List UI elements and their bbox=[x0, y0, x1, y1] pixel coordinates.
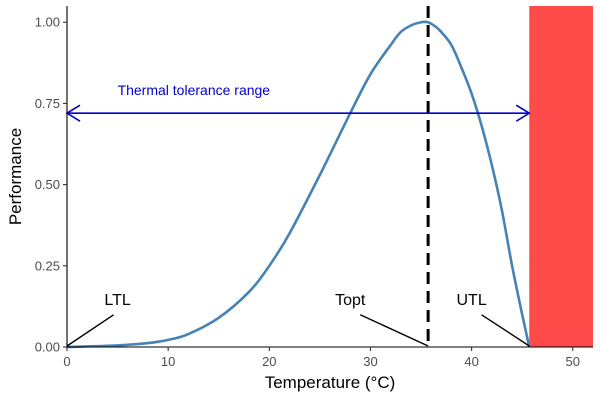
lethal-zone bbox=[529, 6, 593, 347]
x-tick-label: 0 bbox=[63, 354, 70, 369]
performance-curve bbox=[66, 20, 531, 349]
y-axis-title: Performance bbox=[6, 128, 25, 225]
tolerance-arrowhead-right bbox=[515, 104, 531, 122]
x-tick-label: 30 bbox=[363, 354, 377, 369]
annotation-utl: UTL bbox=[456, 292, 486, 309]
x-tick-label: 50 bbox=[566, 354, 580, 369]
x-axis-title: Temperature (°C) bbox=[265, 373, 396, 392]
x-tick-label: 10 bbox=[161, 354, 175, 369]
y-tick-label: 0.25 bbox=[35, 258, 60, 273]
annotation-pointer-ltl bbox=[66, 314, 114, 347]
x-tick-label: 40 bbox=[464, 354, 478, 369]
annotation-pointer-utl bbox=[481, 314, 530, 347]
y-tick-label: 0.00 bbox=[35, 340, 60, 355]
annotation-pointer-topt bbox=[359, 314, 429, 347]
annotation-topt: Topt bbox=[335, 292, 366, 309]
tolerance-range-label: Thermal tolerance range bbox=[118, 82, 271, 98]
annotation-ltl: LTL bbox=[104, 292, 130, 309]
axes: 0 10 20 30 40 50 0.00 0.25 0.50 0.75 1.00 bbox=[35, 6, 593, 369]
y-tick-label: 0.75 bbox=[35, 96, 60, 111]
x-tick-label: 20 bbox=[262, 354, 276, 369]
y-tick-label: 1.00 bbox=[35, 15, 60, 30]
y-tick-label: 0.50 bbox=[35, 177, 60, 192]
plot-area: Thermal tolerance range LTL Topt UTL bbox=[65, 6, 593, 349]
